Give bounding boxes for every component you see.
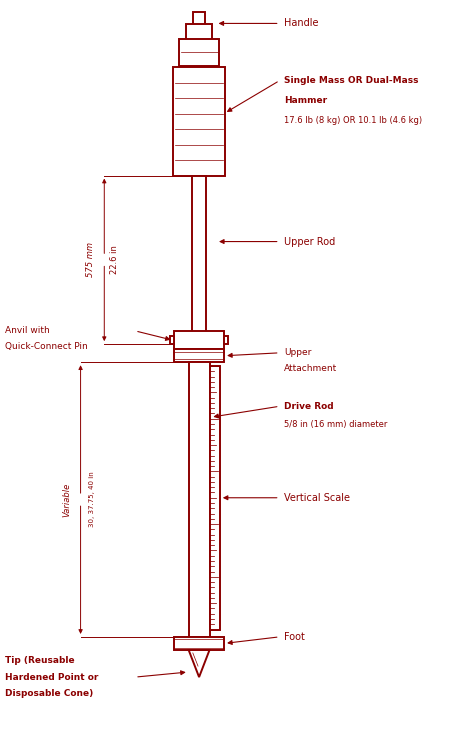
Text: Handle: Handle: [284, 18, 319, 29]
Bar: [173, 67, 225, 176]
Bar: [193, 12, 205, 26]
Text: Foot: Foot: [284, 632, 305, 642]
Bar: [192, 176, 206, 344]
Text: 22.6 in: 22.6 in: [110, 245, 119, 274]
Bar: [189, 362, 210, 637]
Text: Vertical Scale: Vertical Scale: [284, 493, 350, 503]
Bar: [170, 337, 174, 344]
Text: 5/8 in (16 mm) diameter: 5/8 in (16 mm) diameter: [284, 420, 388, 429]
Text: Quick-Connect Pin: Quick-Connect Pin: [5, 342, 88, 351]
Text: Upper: Upper: [284, 348, 312, 357]
Text: Hardened Point or: Hardened Point or: [5, 673, 98, 681]
Bar: [224, 337, 228, 344]
Text: Anvil with: Anvil with: [5, 326, 49, 335]
Bar: [174, 349, 224, 362]
Text: Variable: Variable: [62, 482, 71, 517]
Bar: [174, 637, 224, 650]
Bar: [186, 24, 212, 40]
Text: Attachment: Attachment: [284, 364, 337, 373]
Text: Hammer: Hammer: [284, 96, 328, 105]
Text: Tip (Reusable: Tip (Reusable: [5, 656, 74, 665]
Text: 30, 37.75, 40 in: 30, 37.75, 40 in: [90, 471, 95, 528]
Bar: [210, 366, 220, 630]
Polygon shape: [189, 650, 210, 677]
Bar: [179, 39, 219, 66]
Text: 17.6 lb (8 kg) OR 10.1 lb (4.6 kg): 17.6 lb (8 kg) OR 10.1 lb (4.6 kg): [284, 116, 422, 124]
Text: Disposable Cone): Disposable Cone): [5, 690, 93, 698]
Text: 575 mm: 575 mm: [86, 242, 94, 277]
Text: Upper Rod: Upper Rod: [284, 236, 336, 247]
Bar: [174, 331, 224, 349]
Text: Single Mass OR Dual-Mass: Single Mass OR Dual-Mass: [284, 76, 419, 85]
Text: Drive Rod: Drive Rod: [284, 402, 334, 411]
